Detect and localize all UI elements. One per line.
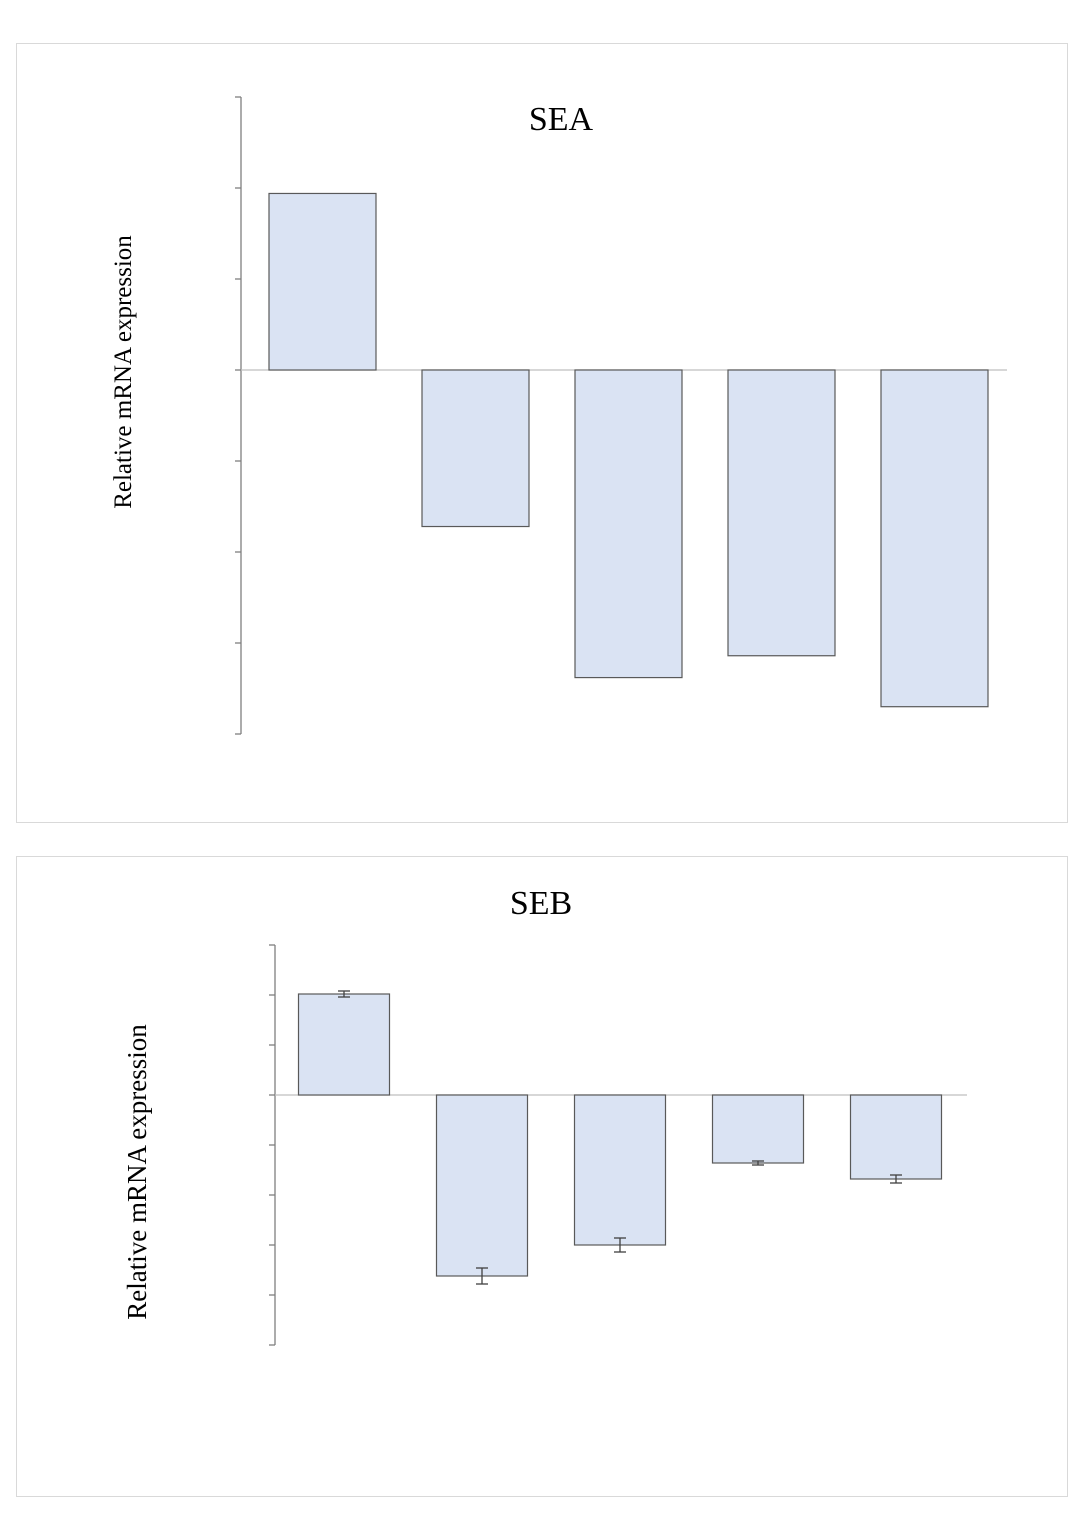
chart-seb: SEB Relative mRNA expression — [122, 885, 967, 1346]
bar-35 — [849, 1094, 943, 1180]
bar-54 — [711, 1094, 805, 1164]
bar-control — [268, 192, 377, 371]
chart-panel-seb: SEB Relative mRNA expression — [16, 856, 1068, 1497]
chart-title: SEB — [510, 885, 572, 922]
chart-sea: SEA Relative mRNA expression — [110, 96, 1007, 735]
bar-24 — [435, 1094, 529, 1277]
bar-54 — [727, 369, 836, 657]
y-axis-label: Relative mRNA expression — [110, 235, 137, 509]
bar-51 — [573, 1094, 667, 1246]
bar-51 — [574, 369, 683, 679]
bar-control — [297, 993, 391, 1096]
chart-title: SEA — [529, 101, 594, 138]
bars — [297, 990, 943, 1285]
bar-24 — [421, 369, 530, 528]
chart-panel-sea: SEA Relative mRNA expression — [16, 43, 1068, 823]
bars — [268, 192, 989, 708]
y-axis-label: Relative mRNA expression — [122, 1024, 152, 1320]
bar-35 — [880, 369, 989, 708]
